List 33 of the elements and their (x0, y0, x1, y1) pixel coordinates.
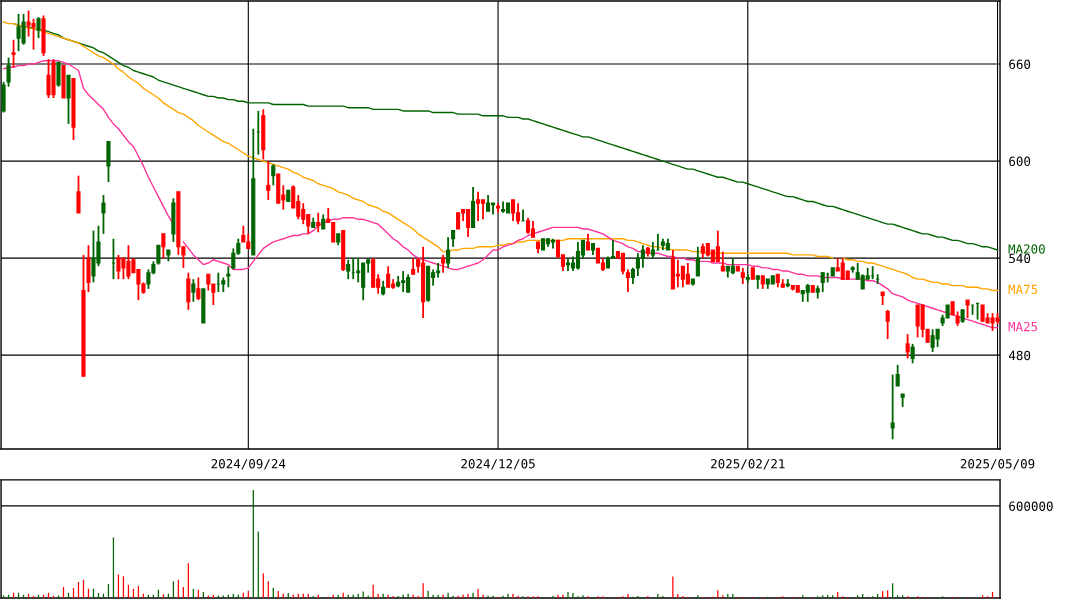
candlestick (101, 194, 106, 235)
candlestick (735, 265, 740, 272)
y-tick-label: 660 (1009, 59, 1031, 69)
candlestick (36, 16, 41, 40)
x-tick-label: 2025/02/21 (711, 458, 785, 470)
y-tick-label: 600 (1009, 156, 1031, 167)
candlestick (286, 189, 291, 203)
candlestick (86, 244, 91, 293)
candlestick (505, 202, 511, 214)
x-tick-label: 2025/05/09 (960, 458, 1035, 470)
series-label: MA25 (1008, 321, 1038, 332)
candlestick (66, 74, 71, 125)
y-tick-label: 480 (1008, 350, 1031, 361)
candlestick (56, 61, 61, 88)
candlestick (106, 140, 111, 184)
candlestick (156, 244, 161, 266)
candlestick (81, 253, 86, 378)
candlestick (166, 249, 171, 263)
candlestick (41, 14, 46, 57)
candlestick (61, 65, 66, 99)
x-tick-label: 2024/12/05 (461, 458, 535, 470)
candlestick (6, 56, 11, 88)
series-label: MA75 (1008, 284, 1038, 295)
y-tick-label: 540 (1009, 253, 1031, 264)
series-label: MA200 (1008, 244, 1045, 254)
y-tick-label: 600000 (1009, 501, 1053, 511)
candlestick (1, 80, 6, 114)
candlestick (900, 393, 905, 408)
candlestick (11, 38, 16, 69)
candlestick (76, 174, 81, 214)
candlestick (770, 275, 775, 285)
x-tick-label: 2024/09/24 (211, 458, 286, 470)
candlestick (71, 77, 76, 141)
